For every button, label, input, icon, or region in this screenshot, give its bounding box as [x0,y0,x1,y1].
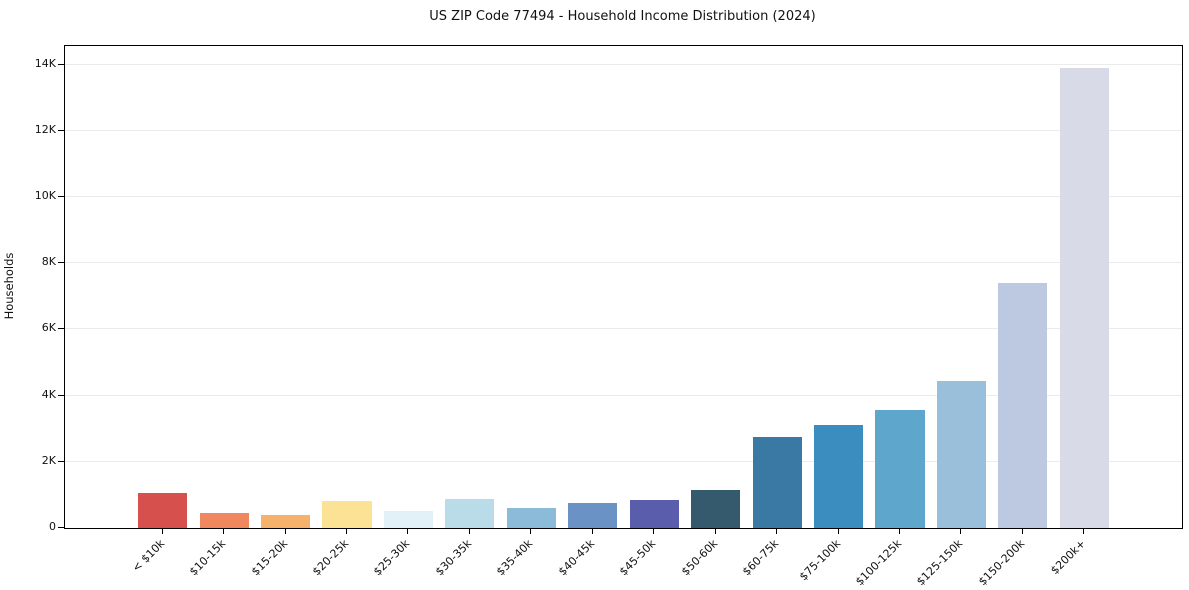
bar-$200k+ [1059,67,1109,528]
x-tick-mark [1083,529,1085,534]
y-tick-label: 14K [34,56,56,70]
y-tick-mark [58,460,64,462]
x-tick-mark [653,529,655,534]
bar-$10-15k [199,512,249,528]
y-tick-mark [58,394,64,396]
x-tick-mark [346,529,347,534]
bar-$50-60k [691,489,741,528]
plot-area [64,45,1183,529]
x-tick-mark [1021,529,1023,534]
gridline-10K [65,195,1182,197]
bar-< $10k [138,492,188,528]
gridline-4K [65,394,1182,396]
x-tick-mark [837,529,839,534]
gridline-12K [65,129,1182,131]
x-tick-mark [776,529,778,534]
bar-$15-20k [260,515,311,528]
bar-$30-35k [445,499,495,528]
y-tick-label: 6K [41,321,56,335]
x-tick-mark [898,529,900,534]
x-tick-mark [714,529,716,534]
y-tick-mark [58,195,64,197]
y-tick-mark [58,328,64,330]
x-tick-mark [407,529,409,534]
gridline-14K [65,63,1182,65]
bar-$75-100k [813,425,864,528]
x-tick-mark [284,529,286,534]
y-tick-mark [58,63,64,65]
chart-title: US ZIP Code 77494 - Household Income Dis… [429,9,816,24]
x-tick-mark [161,529,163,534]
y-tick-mark [58,129,64,131]
y-tick-label: 8K [41,255,56,269]
gridline-8K [65,262,1182,264]
bar-$150-200k [998,283,1048,528]
bar-$25-30k [383,511,434,528]
gridline-6K [65,328,1182,330]
bar-$60-75k [752,436,802,528]
y-tick-mark [58,262,64,264]
bar-$125-150k [936,380,986,528]
bar-$20-25k [322,500,372,528]
gridline-2K [65,460,1182,462]
x-tick-mark [468,529,470,534]
bar-$35-40k [506,508,556,528]
y-tick-label: 2K [41,453,56,467]
x-tick-label: < $10k [129,537,167,575]
y-tick-label: 12K [34,122,56,136]
x-tick-mark [591,529,593,534]
x-tick-mark [223,529,225,534]
x-tick-mark [960,529,962,534]
bar-$100-125k [875,410,925,528]
y-tick-mark [58,527,64,528]
bar-$45-50k [629,499,679,528]
y-tick-label: 4K [41,387,56,401]
y-tick-label: 10K [34,188,56,202]
y-tick-label: 0 [49,520,56,533]
bar-$40-45k [568,503,618,528]
x-tick-mark [530,529,532,534]
